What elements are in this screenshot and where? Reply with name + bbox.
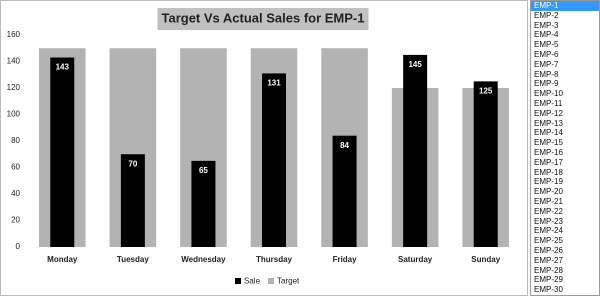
list-item[interactable]: EMP-1 — [531, 1, 599, 11]
x-tick-label: Sunday — [471, 255, 500, 264]
legend-label: Target — [277, 277, 300, 286]
bar — [120, 154, 145, 247]
data-label: 131 — [267, 79, 281, 88]
list-item[interactable]: EMP-29 — [534, 275, 563, 285]
list-item[interactable]: EMP-7 — [534, 59, 559, 69]
data-label: 143 — [56, 63, 70, 72]
list-item[interactable]: EMP-17 — [534, 157, 563, 167]
x-tick-label: Tuesday — [117, 255, 149, 264]
data-label: 145 — [408, 60, 422, 69]
list-item[interactable]: EMP-23 — [534, 216, 563, 226]
list-item[interactable]: EMP-16 — [534, 147, 563, 157]
list-item[interactable]: EMP-30 — [534, 285, 563, 295]
list-item[interactable]: EMP-11 — [534, 98, 563, 108]
chart: Target Vs Actual Sales for EMP-1 0 20 40 60… — [0, 0, 528, 296]
list-item[interactable]: EMP-5 — [534, 40, 559, 50]
list-item[interactable]: EMP-15 — [534, 138, 563, 148]
employee-listbox[interactable]: EMP-1 EMP-2 EMP-3 EMP-4 EMP-5 EMP-6 EMP-7 EMP-8… — [530, 0, 600, 296]
data-label: 70 — [128, 159, 137, 168]
x-tick-label: Wednesday — [181, 255, 226, 264]
list-item[interactable]: EMP-25 — [534, 236, 563, 246]
list-item[interactable]: EMP-10 — [534, 89, 563, 99]
list-item[interactable]: EMP-9 — [534, 79, 559, 89]
bar — [403, 54, 428, 247]
list-item[interactable]: EMP-22 — [534, 206, 563, 216]
x-tick-label: Friday — [333, 255, 358, 264]
y-tick-label: 0 — [16, 242, 21, 251]
data-label: 84 — [340, 141, 349, 150]
list-item[interactable]: EMP-20 — [534, 187, 563, 197]
y-tick-label: 140 — [7, 57, 21, 66]
y-tick-label: 80 — [11, 136, 20, 145]
data-label: 125 — [479, 86, 493, 95]
bar — [473, 81, 498, 247]
list-item[interactable]: EMP-14 — [534, 128, 563, 138]
x-tick-label: Thursday — [256, 255, 293, 264]
x-tick-label: Saturday — [398, 255, 433, 264]
title-background — [157, 8, 369, 30]
list-item[interactable]: EMP-27 — [534, 255, 563, 265]
y-tick-label: 40 — [11, 189, 20, 198]
list-item[interactable]: EMP-28 — [534, 265, 563, 275]
y-tick-label: 20 — [11, 216, 20, 225]
bar — [191, 160, 216, 247]
data-label: 65 — [199, 166, 208, 175]
list-item[interactable]: EMP-8 — [534, 69, 559, 79]
legend-swatch — [235, 278, 241, 284]
list-item[interactable]: EMP-24 — [534, 226, 563, 236]
chart-title: Target Vs Actual Sales for EMP-1 — [161, 10, 364, 25]
list-item[interactable]: EMP-2 — [534, 10, 559, 20]
list-item[interactable]: EMP-13 — [534, 118, 563, 128]
y-tick-label: 60 — [11, 163, 20, 172]
bar — [50, 57, 75, 248]
list-item[interactable]: EMP-18 — [534, 167, 563, 177]
legend-label: Sale — [244, 277, 261, 286]
bar — [262, 73, 286, 247]
x-tick-label: Monday — [47, 255, 78, 264]
list-item[interactable]: EMP-3 — [534, 20, 559, 30]
list-item[interactable]: EMP-4 — [534, 30, 559, 40]
list-item[interactable]: EMP-6 — [534, 49, 559, 59]
list-item[interactable]: EMP-26 — [534, 245, 563, 255]
y-tick-label: 100 — [7, 110, 21, 119]
bar — [332, 135, 357, 247]
list-item[interactable]: EMP-19 — [534, 177, 563, 187]
list-item[interactable]: EMP-12 — [534, 108, 563, 118]
y-tick-label: 160 — [7, 30, 21, 39]
y-tick-label: 120 — [7, 83, 21, 92]
legend-swatch — [268, 278, 275, 284]
list-item[interactable]: EMP-21 — [534, 196, 563, 206]
